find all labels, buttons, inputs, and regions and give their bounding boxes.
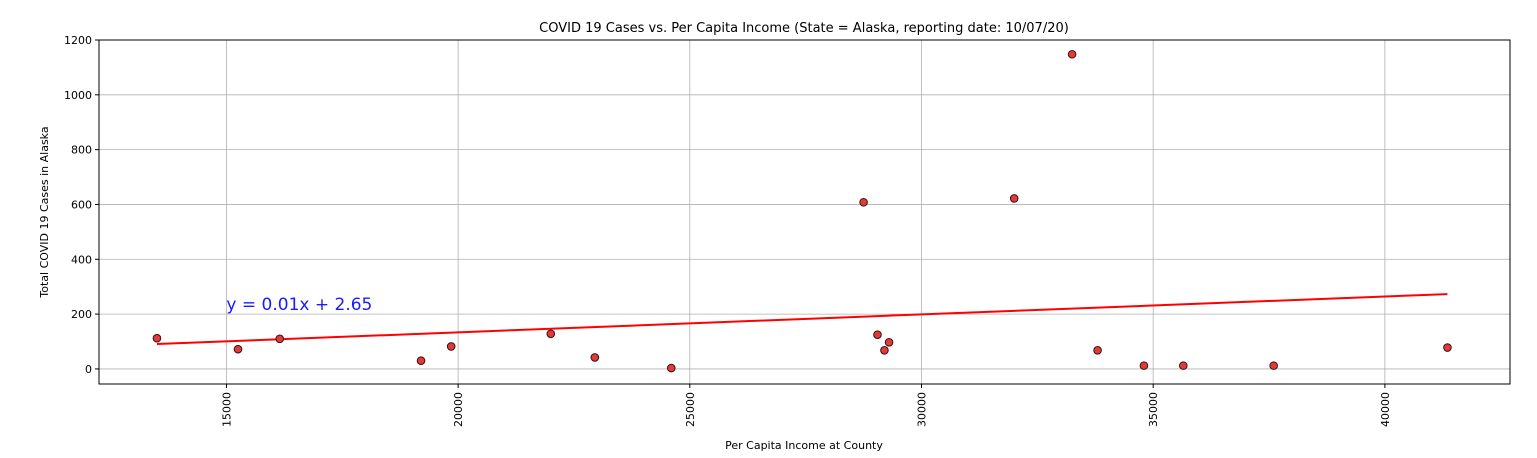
x-tick-label: 40000: [1379, 392, 1392, 427]
y-tick-label: 600: [71, 198, 92, 211]
axis-ticks: 15000 20000 25000 30000 35000 40000 0 200 400 600…: [64, 34, 1392, 427]
data-point: [1179, 361, 1188, 370]
x-tick-label: 25000: [684, 392, 697, 427]
y-tick-label: 0: [85, 363, 92, 376]
data-point: [590, 353, 600, 362]
data-point: [1269, 361, 1278, 370]
data-point: [1443, 343, 1452, 352]
grid-lines: [99, 39, 1510, 384]
x-tick-label: 35000: [1147, 392, 1160, 427]
data-point: [1139, 361, 1149, 370]
y-tick-label: 200: [71, 308, 92, 321]
data-point: [152, 333, 162, 343]
y-tick-label: 1200: [64, 34, 92, 47]
data-point: [1067, 49, 1077, 59]
data-point: [416, 356, 426, 366]
data-point: [1009, 194, 1019, 203]
data-point: [859, 197, 868, 207]
data-point: [884, 338, 894, 347]
y-axis-label: Total COVID 19 Cases in Alaska: [38, 126, 51, 298]
data-points: [152, 49, 1452, 373]
data-point: [546, 329, 556, 339]
x-tick-label: 30000: [916, 392, 929, 427]
data-point: [275, 334, 285, 344]
x-axis-label: Per Capita Income at County: [725, 439, 883, 452]
data-point: [446, 342, 456, 351]
data-point: [1093, 345, 1102, 355]
data-point: [873, 330, 882, 339]
regression-line: [156, 293, 1448, 345]
y-tick-label: 1000: [64, 89, 92, 102]
data-point: [880, 345, 889, 355]
regression-equation-label: y = 0.01x + 2.65: [226, 295, 372, 315]
y-tick-label: 800: [71, 144, 92, 157]
data-point: [233, 344, 243, 354]
y-tick-label: 400: [71, 253, 92, 266]
chart-title: COVID 19 Cases vs. Per Capita Income (St…: [539, 21, 1069, 36]
x-tick-label: 20000: [452, 392, 465, 427]
regression-layer: [156, 293, 1448, 345]
data-point: [666, 363, 676, 373]
plot-frame: [98, 39, 1511, 385]
x-tick-label: 15000: [220, 392, 233, 427]
